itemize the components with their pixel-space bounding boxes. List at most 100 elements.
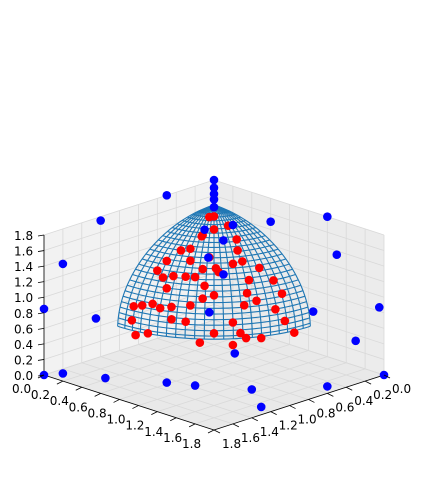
blue-point [101, 373, 110, 383]
z-tick-label: 1.0 [14, 291, 33, 305]
x-axis-ticks: 0.0 0.2 0.4 0.6 0.8 1.0 1.2 1.4 1.6 1.8 [12, 374, 215, 451]
wall-grid-line [213, 288, 385, 345]
wall-grid-line [213, 195, 385, 251]
red-point [176, 246, 186, 255]
surface-meridian [213, 204, 272, 336]
red-point [241, 333, 251, 343]
wall-grid-line [213, 179, 385, 236]
y-tick-mark [327, 392, 334, 397]
blue-point [308, 307, 318, 316]
floor-grid-line [119, 350, 290, 406]
red-point [239, 301, 249, 310]
floor-grid-line [157, 337, 328, 394]
y-tick-mark [213, 429, 221, 434]
x-tick-label: 1.0 [106, 413, 125, 427]
y-tick-mark [364, 380, 372, 385]
red-point [131, 330, 140, 340]
blue-point [209, 202, 219, 212]
blue-point [351, 336, 360, 346]
red-point [181, 317, 190, 326]
x-tick-label: 0.8 [88, 406, 107, 420]
z-axis-ticks: 0.0 0.20.4 0.60.8 1.01.2 1.41.6 1.8 [14, 229, 45, 383]
floor-grid-line [62, 368, 234, 425]
surface-meridian [165, 204, 215, 337]
blue-point [332, 250, 342, 260]
wall-grid-line [43, 288, 215, 345]
red-point [167, 315, 176, 324]
surface-meridian [213, 204, 311, 327]
red-point [198, 264, 207, 274]
red-point [277, 289, 287, 298]
blue-point [91, 314, 101, 323]
surface-meridian [213, 204, 263, 337]
x-tick-label: 1.2 [125, 419, 144, 433]
x-tick-label: 0.6 [69, 400, 88, 414]
surface-meridian [213, 204, 304, 329]
z-tick-mark [37, 265, 45, 268]
blue-point [323, 382, 332, 391]
z-tick-mark [37, 296, 45, 299]
red-point [198, 294, 207, 303]
red-point [186, 256, 195, 265]
blue-point [204, 308, 214, 317]
y-tick-label: 1.4 [260, 425, 279, 439]
blue-point [209, 175, 219, 185]
z-tick-mark [37, 250, 45, 252]
x-tick-mark [170, 417, 177, 422]
surface-meridian [213, 204, 297, 331]
red-point [148, 299, 157, 309]
red-point [228, 259, 238, 269]
y-tick-label: 0.8 [316, 406, 335, 420]
x-tick-mark [188, 423, 196, 428]
wall-grid-line [43, 179, 215, 236]
wall-grid-line [43, 195, 215, 251]
x-tick-mark [113, 399, 120, 403]
floor-grid-line [194, 368, 366, 425]
floor-grid-line [138, 350, 309, 406]
y-tick-mark [251, 417, 258, 422]
blue-point [219, 270, 228, 279]
z-tick-mark [37, 343, 45, 346]
floor-grid-line [100, 337, 271, 394]
red-point [190, 272, 200, 282]
blue-point [209, 183, 219, 193]
floor-grid-line [138, 344, 309, 400]
y-tick-mark [232, 423, 240, 428]
y-tick-mark [308, 399, 315, 403]
z-tick-label: 0.6 [14, 322, 33, 336]
x-axis-line [43, 374, 215, 431]
red-point [244, 275, 254, 285]
y-tick-label: 1.2 [279, 419, 298, 433]
floor-grid-line [81, 362, 252, 419]
red-point [204, 212, 214, 222]
blue-point [209, 189, 219, 199]
z-tick-mark [37, 281, 45, 284]
red-point [269, 276, 278, 285]
y-tick-mark [289, 405, 296, 409]
surface-meridian [124, 204, 215, 329]
blue-point [266, 217, 275, 226]
blue-point [58, 259, 68, 269]
z-tick-mark [37, 359, 45, 361]
front-scatter-points [127, 175, 299, 358]
y-tick-label: 0.6 [335, 400, 354, 414]
y-tick-mark [383, 374, 391, 379]
blue-point [256, 402, 266, 412]
red-point [256, 333, 266, 343]
blue-point [190, 381, 200, 390]
red-point [209, 290, 219, 300]
floor-grid-line [176, 362, 347, 419]
blue-point [247, 385, 257, 394]
z-tick-mark [37, 234, 45, 237]
x-tick-mark [151, 411, 158, 416]
x-tick-mark [75, 386, 82, 391]
red-point [211, 263, 221, 273]
floor-grid-line [176, 331, 347, 388]
red-point [233, 246, 242, 255]
red-point [167, 302, 176, 312]
surface-meridian [213, 204, 234, 339]
floor-grid-line [119, 344, 290, 400]
y-axis-line [213, 374, 385, 431]
red-point [200, 281, 209, 291]
